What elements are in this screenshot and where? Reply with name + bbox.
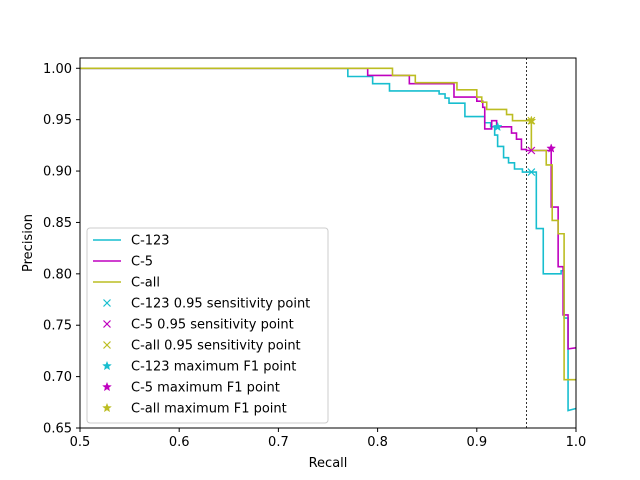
legend-label: C-all maximum F1 point xyxy=(131,402,287,417)
legend-label: C-123 maximum F1 point xyxy=(131,360,296,375)
marker-c-123-0-95-sensitivity-point xyxy=(527,168,536,177)
x-tick-label: 0.9 xyxy=(466,435,487,450)
y-axis-label: Precision xyxy=(21,214,36,272)
legend-box xyxy=(86,227,329,424)
y-tick-label: 0.70 xyxy=(43,370,72,385)
legend-entry: C-5 0.95 sensitivity point xyxy=(103,318,294,333)
legend-entry: C-5 maximum F1 point xyxy=(102,381,280,396)
y-tick-label: 0.95 xyxy=(43,113,72,128)
legend-entry: C-123 xyxy=(93,234,170,249)
legend-entry: C-all maximum F1 point xyxy=(102,402,287,417)
legend-x-swatch xyxy=(103,341,111,349)
x-tick-label: 0.7 xyxy=(268,435,289,450)
marker-c-all-maximum-f1-point xyxy=(526,115,537,125)
series-layer xyxy=(80,58,576,428)
series-line-c-5 xyxy=(80,67,576,350)
marker-layer xyxy=(492,115,557,177)
x-axis-label: Recall xyxy=(309,456,348,471)
y-tick-label: 0.90 xyxy=(43,165,72,180)
legend-label: C-123 xyxy=(131,234,170,249)
series-line-c-all xyxy=(80,67,576,381)
y-axis: 0.65 0.70 0.75 0.80 0.85 0.90 0.95 1.00 xyxy=(43,62,80,437)
x-tick-label: 1.0 xyxy=(566,435,587,450)
plot-frame xyxy=(79,57,577,429)
legend-label: C-all 0.95 sensitivity point xyxy=(131,339,301,354)
x-tick-label: 0.8 xyxy=(367,435,388,450)
y-tick-label: 0.75 xyxy=(43,319,72,334)
legend-entry: C-123 0.95 sensitivity point xyxy=(103,297,310,312)
legend-label: C-all xyxy=(131,276,160,291)
x-axis: 0.5 0.6 0.7 0.8 0.9 1.0 xyxy=(70,428,587,450)
marker-c-5-0-95-sensitivity-point xyxy=(527,146,536,155)
legend-entry: C-123 maximum F1 point xyxy=(102,360,296,375)
x-tick-label: 0.6 xyxy=(169,435,190,450)
legend-entry: C-all 0.95 sensitivity point xyxy=(103,339,301,354)
y-tick-label: 1.00 xyxy=(43,62,72,77)
marker-c-123-maximum-f1-point xyxy=(492,121,503,132)
legend-entry: C-5 xyxy=(93,255,153,270)
legend-x-swatch xyxy=(103,299,111,307)
series-line-c-123 xyxy=(80,67,576,412)
legend-star-swatch xyxy=(102,402,112,413)
y-tick-label: 0.65 xyxy=(43,422,72,437)
marker-c-5-maximum-f1-point xyxy=(546,143,557,153)
y-tick-label: 0.85 xyxy=(43,216,72,231)
legend-entry: C-all xyxy=(93,276,160,291)
legend-label: C-123 0.95 sensitivity point xyxy=(131,297,310,312)
legend-x-swatch xyxy=(103,320,111,328)
legend-label: C-5 0.95 sensitivity point xyxy=(131,318,294,333)
legend-star-swatch xyxy=(102,360,112,371)
legend-label: C-5 xyxy=(131,255,153,270)
x-tick-label: 0.5 xyxy=(70,435,91,450)
legend-star-swatch xyxy=(102,381,112,392)
y-tick-label: 0.80 xyxy=(43,267,72,282)
legend-label: C-5 maximum F1 point xyxy=(131,381,280,396)
legend: C-123 C-5 C-all C-123 0.95 sensitivity poin… xyxy=(86,227,329,424)
